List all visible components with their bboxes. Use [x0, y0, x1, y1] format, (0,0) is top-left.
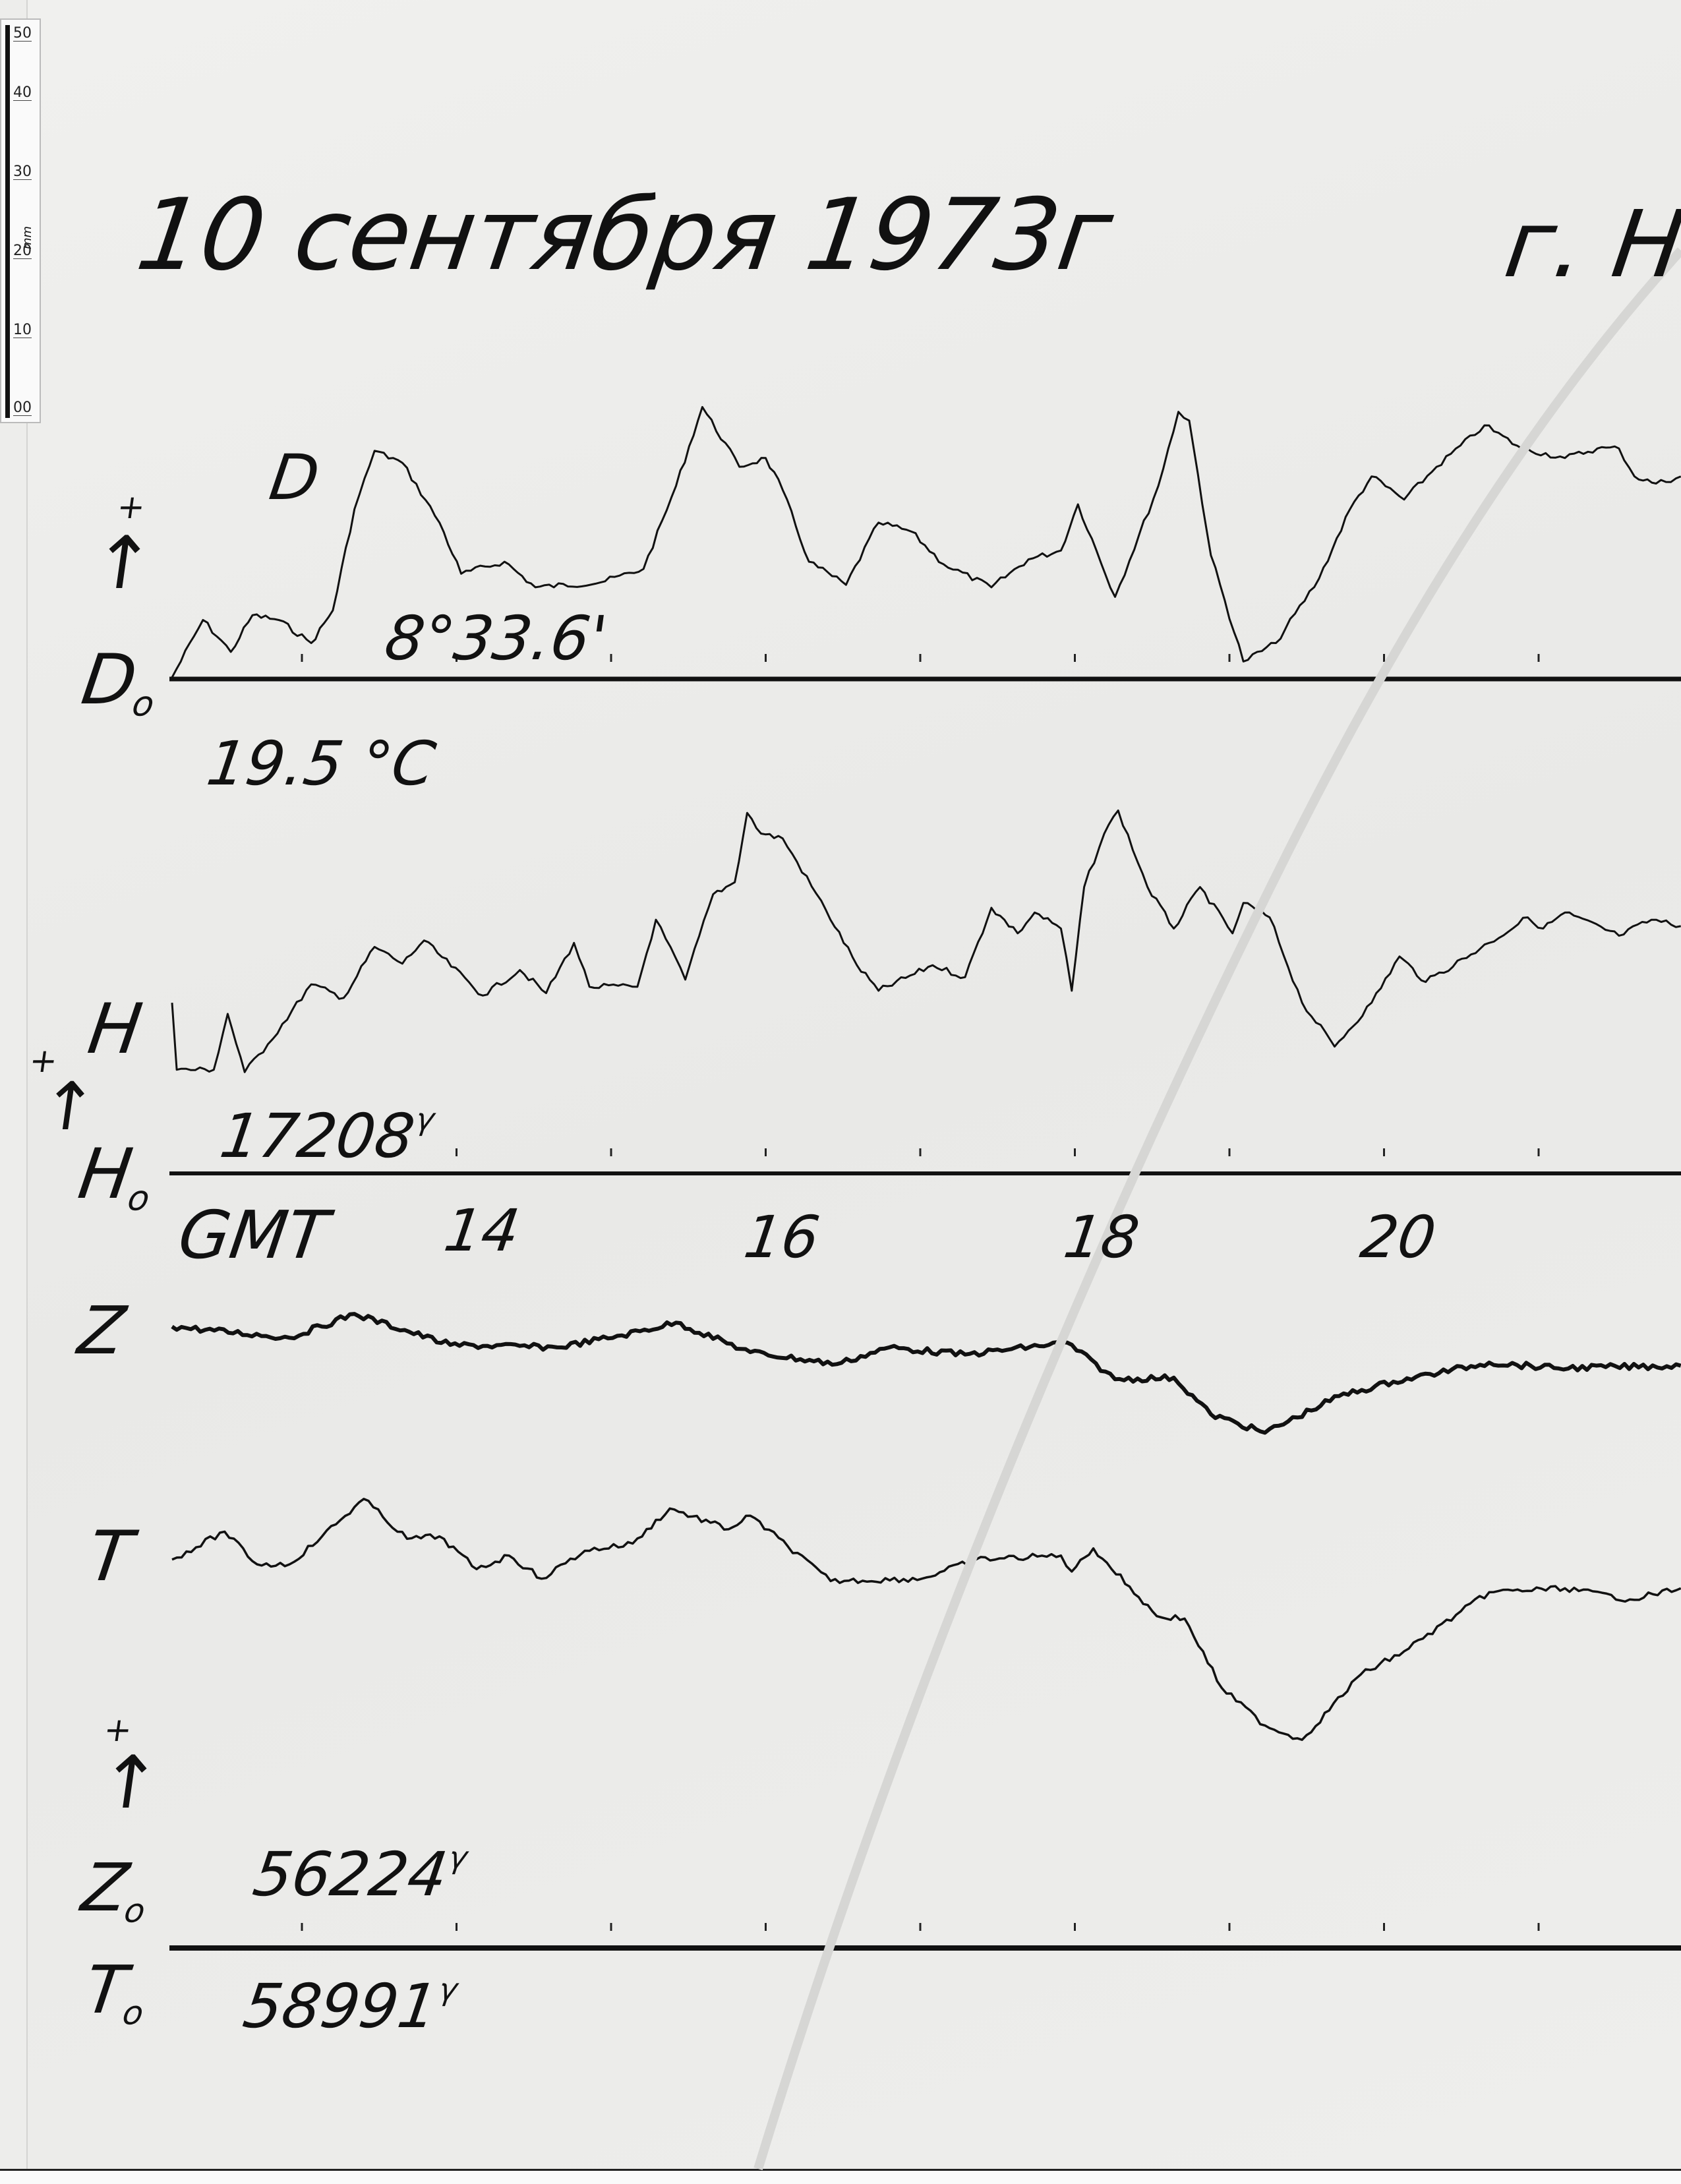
paper-fold-line [753, 247, 1681, 2171]
arrow-up-icon: ↑ [93, 1740, 166, 1825]
t0-value: 58991γ [239, 1971, 459, 2042]
series-line-t [171, 1498, 1681, 1741]
x-tick-label: 20 [1356, 1203, 1440, 1271]
chart-title-date: 10 сентября 1973г [130, 178, 1119, 293]
x-axis-label-gmt: GMT [173, 1196, 334, 1274]
ruler-label: 20 [13, 243, 32, 259]
mm-scale-ruler: 50 40 30 mm 20 10 00 [0, 18, 41, 423]
baseline-label-z0: Zo [76, 1849, 153, 1930]
d0-value: 8°33.6' [380, 603, 612, 674]
x-tick-label: 14 [440, 1196, 524, 1264]
h0-number: 17208 [216, 1101, 419, 1171]
ruler-label: 50 [13, 25, 32, 42]
ruler-bar [5, 25, 10, 418]
ruler-label: 30 [13, 163, 32, 180]
arrow-up-icon: ↑ [86, 521, 160, 605]
z0-number: 56224 [249, 1839, 452, 1910]
baseline-label-t0: To [80, 1951, 152, 2032]
chart-title-place: г. Н [1498, 191, 1681, 299]
ruler-label: 10 [13, 322, 32, 338]
series-line-z [171, 1312, 1681, 1435]
ruler-label: 40 [13, 84, 32, 101]
series-label-d: D [265, 442, 324, 514]
x-tick-label: 18 [1059, 1203, 1144, 1271]
h0-value: 17208γ [216, 1101, 436, 1171]
paper-bottom-edge [0, 2169, 1681, 2184]
series-line-d [171, 405, 1681, 678]
baseline-label-h0: Ho [73, 1134, 158, 1218]
x-tick-label: 16 [740, 1203, 824, 1271]
magnetogram-paper [26, 0, 1681, 2169]
z0-value: 56224γ [249, 1839, 469, 1910]
temperature: 19.5 °C [202, 728, 440, 799]
series-line-h [171, 810, 1681, 1073]
baseline-label-d0: Do [76, 639, 163, 724]
ruler-label: 00 [13, 399, 32, 416]
t0-number: 58991 [239, 1971, 442, 2042]
